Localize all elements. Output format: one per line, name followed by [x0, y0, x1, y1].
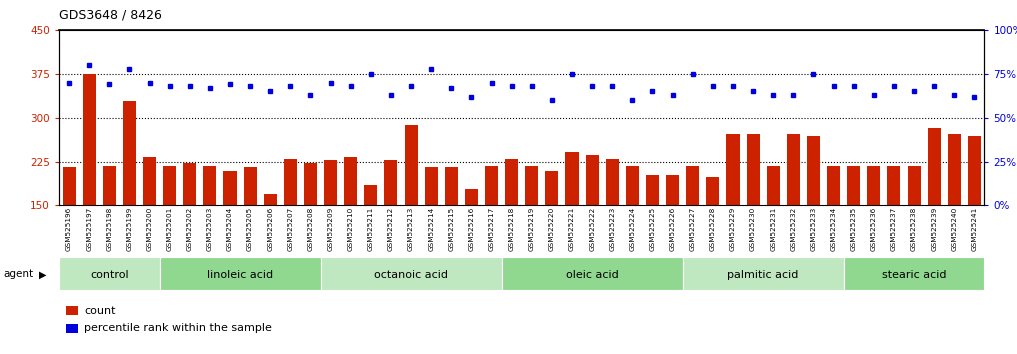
Bar [707, 177, 719, 205]
Bar [405, 125, 418, 205]
Bar [907, 166, 920, 205]
Bar [666, 175, 679, 205]
Bar [501, 257, 682, 290]
Text: GDS3648 / 8426: GDS3648 / 8426 [59, 9, 162, 22]
Bar [324, 160, 337, 205]
Bar [485, 166, 498, 205]
Bar [868, 166, 881, 205]
Bar [686, 166, 700, 205]
Bar [203, 166, 217, 205]
Bar [143, 158, 156, 205]
Bar [948, 134, 961, 205]
Bar [183, 163, 196, 205]
Bar [505, 159, 519, 205]
Text: octanoic acid: octanoic acid [374, 270, 448, 280]
Bar [525, 166, 538, 205]
Bar [163, 166, 176, 205]
Bar [606, 159, 618, 205]
Text: percentile rank within the sample: percentile rank within the sample [84, 323, 273, 333]
Bar [646, 175, 659, 205]
Text: control: control [89, 270, 128, 280]
Bar [425, 167, 437, 205]
Bar [384, 160, 398, 205]
Bar [968, 136, 981, 205]
Bar [625, 166, 639, 205]
Bar [682, 257, 844, 290]
Bar [344, 158, 357, 205]
Bar [244, 167, 256, 205]
Bar [928, 128, 941, 205]
Text: count: count [84, 306, 116, 316]
Text: stearic acid: stearic acid [882, 270, 946, 280]
Bar [888, 166, 900, 205]
Bar [746, 134, 760, 205]
Bar [304, 163, 317, 205]
Bar [545, 171, 558, 205]
Bar [806, 136, 820, 205]
Bar [284, 159, 297, 205]
Bar [444, 167, 458, 205]
Bar [364, 185, 377, 205]
Bar [263, 194, 277, 205]
Text: palmitic acid: palmitic acid [727, 270, 798, 280]
Bar [123, 101, 136, 205]
Bar [726, 134, 739, 205]
Bar [59, 257, 160, 290]
Text: oleic acid: oleic acid [565, 270, 618, 280]
Text: agent: agent [3, 269, 34, 279]
Bar [224, 171, 237, 205]
Text: linoleic acid: linoleic acid [207, 270, 274, 280]
Bar [844, 257, 984, 290]
Bar [586, 154, 599, 205]
Bar [103, 166, 116, 205]
Bar [320, 257, 501, 290]
Bar [787, 134, 799, 205]
Bar [62, 167, 75, 205]
Bar [827, 166, 840, 205]
Bar [565, 152, 579, 205]
Bar [160, 257, 320, 290]
Text: ▶: ▶ [39, 269, 46, 279]
Bar [465, 189, 478, 205]
Bar [847, 166, 860, 205]
Bar [82, 74, 96, 205]
Bar [767, 166, 780, 205]
